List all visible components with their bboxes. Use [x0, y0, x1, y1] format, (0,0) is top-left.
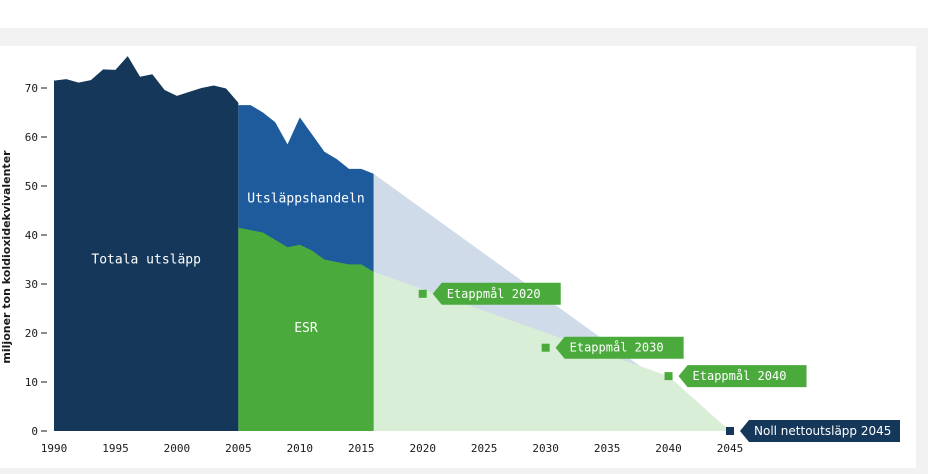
- milestone-tag: [678, 365, 807, 388]
- total-emissions-area: [54, 56, 239, 432]
- area-label: Utsläppshandeln: [247, 191, 364, 206]
- x-tick-label: 2030: [532, 442, 559, 455]
- y-tick-label: 0: [31, 425, 38, 438]
- y-tick-label: 50: [25, 180, 38, 193]
- milestone-label: Etappmål 2040: [693, 369, 787, 383]
- y-tick-label: 60: [25, 131, 38, 144]
- milestone-tag: [740, 420, 900, 442]
- x-tick-label: 2010: [287, 442, 314, 455]
- esr-area: [238, 227, 374, 431]
- milestone-marker: [541, 343, 550, 352]
- x-tick-label: 2035: [594, 442, 621, 455]
- y-tick-label: 40: [25, 229, 38, 242]
- area-labels: Totala utsläpp Utsläppshandeln ESR: [91, 191, 364, 336]
- x-axis-ticks: 1990 1995 2000 2005 2010 2015 2020 2025 2030 2035…: [41, 442, 744, 455]
- x-tick-label: 2000: [164, 442, 191, 455]
- milestone-tag: [432, 282, 561, 305]
- area-label: ESR: [294, 321, 318, 336]
- x-tick-label: 2020: [409, 442, 436, 455]
- top-strip: [0, 0, 928, 28]
- y-axis-ticks: 0 10 20 30 40 50 60 70: [25, 82, 47, 438]
- x-tick-label: 2005: [225, 442, 252, 455]
- milestone-label: Etappmål 2030: [570, 341, 664, 355]
- x-tick-label: 2025: [471, 442, 498, 455]
- x-tick-label: 1995: [102, 442, 129, 455]
- y-tick-label: 30: [25, 278, 38, 291]
- milestone-label: Noll nettoutsläpp 2045: [754, 424, 891, 438]
- milestone-label: Etappmål 2020: [447, 287, 541, 301]
- x-tick-label: 2045: [717, 442, 744, 455]
- y-tick-label: 70: [25, 82, 38, 95]
- y-tick-label: 20: [25, 327, 38, 340]
- esr-projection-area: [373, 271, 730, 431]
- milestone-marker: [664, 372, 673, 381]
- area-label: Totala utsläpp: [91, 253, 201, 268]
- milestone-tag: [555, 336, 684, 359]
- milestone-markers: Etappmål 2020 Etappmål 2030 Etappmål 2040 N…: [418, 282, 900, 442]
- y-tick-label: 10: [25, 376, 38, 389]
- milestone-marker: [418, 289, 427, 298]
- y-axis-label: miljoner ton koldioxidekvivalenter: [0, 150, 13, 364]
- x-tick-label: 2040: [655, 442, 682, 455]
- milestone-marker: [726, 427, 734, 435]
- x-tick-label: 2015: [348, 442, 375, 455]
- chart-areas: [54, 56, 730, 432]
- x-tick-label: 1990: [41, 442, 68, 455]
